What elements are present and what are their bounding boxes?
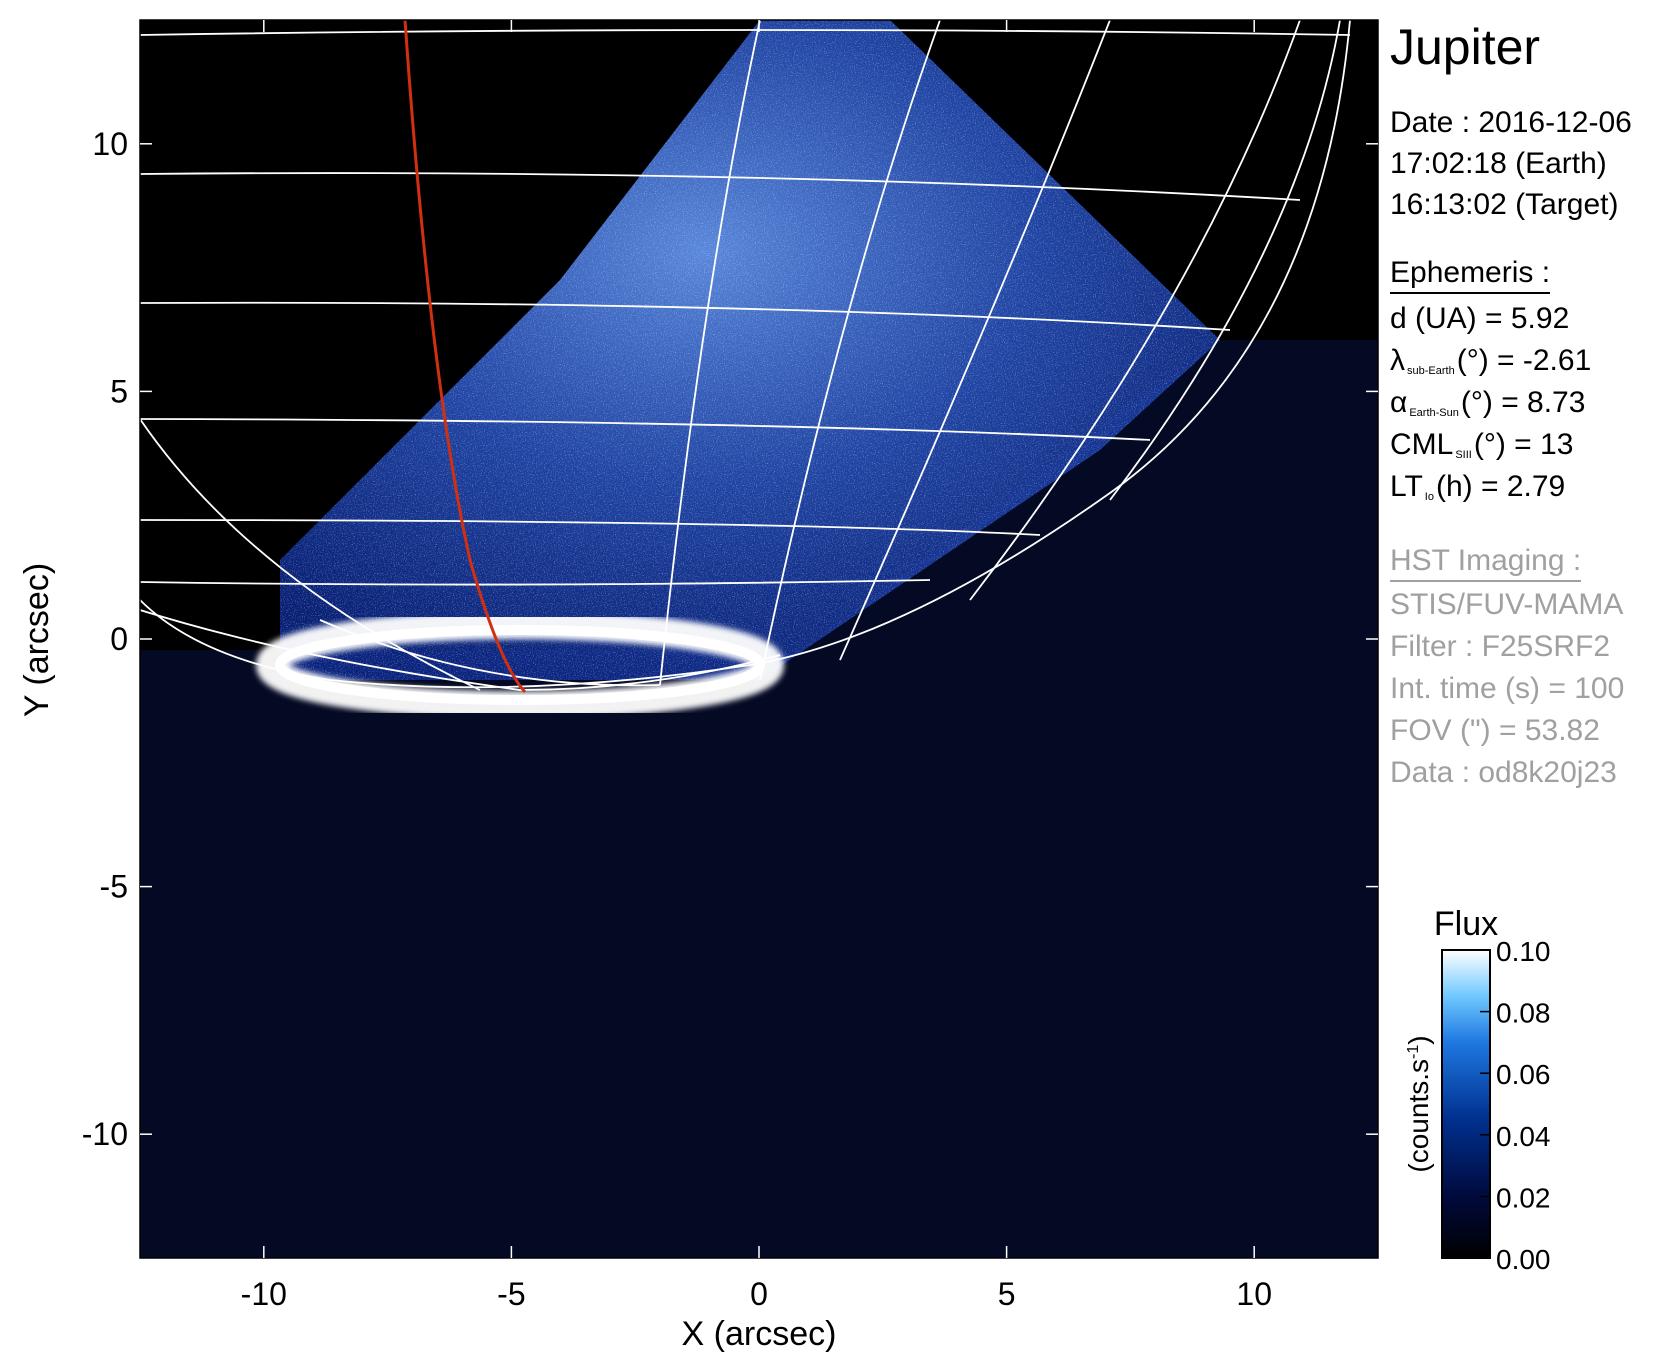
date-line: Date : 2016-12-06: [1390, 106, 1632, 139]
longitude-grid: [140, 20, 1351, 691]
time-target: 16:13:02 (Target): [1390, 188, 1619, 221]
colorbar-title: Flux: [1434, 905, 1498, 943]
colorbar-tick-label: 0.00: [1496, 1244, 1551, 1275]
target-title: Jupiter: [1390, 19, 1541, 75]
x-tick-label: 5: [998, 1276, 1016, 1312]
field-of-view: FOV (") = 53.82: [1390, 714, 1600, 747]
x-tick-label: 0: [750, 1276, 768, 1312]
colorbar-tick-label: 0.02: [1496, 1182, 1551, 1213]
x-tick-label: -5: [497, 1276, 525, 1312]
auroral-oval-core: [275, 625, 765, 705]
x-tick-label: 10: [1236, 1276, 1272, 1312]
colorbar-ticks: 0.10 0.08 0.06 0.04 0.02 0.00: [1480, 936, 1551, 1275]
colorbar-tick-label: 0.04: [1496, 1121, 1551, 1152]
y-axis-ticks: 10 5 0 -5 -10: [82, 126, 1378, 1152]
central-meridian-longitude: CML SIII(°) = 13: [1390, 428, 1574, 461]
filter: Filter : F25SRF2: [1390, 630, 1611, 663]
planet-limb: [140, 20, 1351, 689]
colorbar-tick-label: 0.08: [1496, 998, 1551, 1029]
io-local-time: LT Io(h) = 2.79: [1390, 470, 1566, 503]
y-tick-label: 5: [110, 373, 128, 409]
y-tick-label: -5: [100, 869, 128, 905]
colorbar: [1441, 949, 1491, 1259]
data-id: Data : od8k20j23: [1390, 756, 1617, 789]
integration-time: Int. time (s) = 100: [1390, 672, 1625, 705]
x-tick-label: -10: [241, 1276, 287, 1312]
colorbar-units: (counts.s-1): [1403, 1035, 1434, 1172]
y-tick-label: 0: [110, 621, 128, 657]
hst-imaging-header: HST Imaging :: [1390, 546, 1582, 582]
sub-earth-latitude: λ sub-Earth(°) = -2.61: [1390, 344, 1592, 377]
io-footpath: [403, 20, 527, 694]
background-noise-region: [140, 340, 1378, 1258]
time-earth: 17:02:18 (Earth): [1390, 147, 1607, 180]
y-tick-label: 10: [92, 126, 128, 162]
x-axis-title: X (arcsec): [682, 1315, 837, 1353]
colorbar-tick-label: 0.10: [1496, 936, 1551, 967]
latitude-grid: [140, 29, 1351, 691]
phase-angle: α Earth-Sun(°) = 8.73: [1390, 386, 1586, 419]
instrument: STIS/FUV-MAMA: [1390, 588, 1624, 621]
y-tick-label: -10: [82, 1116, 128, 1152]
colorbar-tick-label: 0.06: [1496, 1059, 1551, 1090]
ephemeris-header: Ephemeris :: [1390, 258, 1551, 294]
x-axis-ticks: -10 -5 0 5 10: [241, 20, 1272, 1312]
y-axis-title: Y (arcsec): [18, 563, 56, 717]
distance-value: d (UA) = 5.92: [1390, 302, 1570, 335]
